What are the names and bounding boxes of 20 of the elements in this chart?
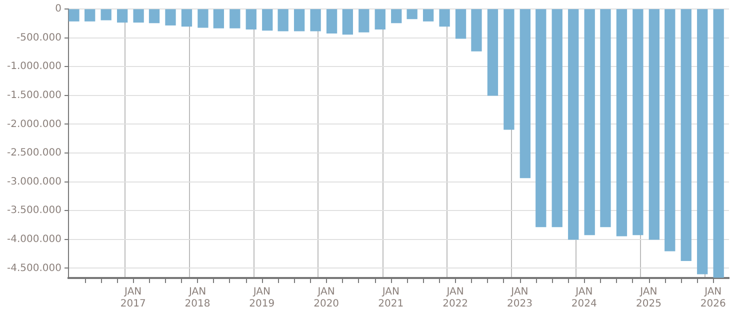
y-tick-label: -3.500.000	[6, 205, 62, 216]
y-tick-label: -4.500.000	[6, 262, 62, 274]
y-tick-label: -3.000.000	[6, 176, 62, 188]
y-tick-label: -4.000.000	[6, 234, 62, 245]
x-tick-label: JAN 2021	[378, 286, 404, 310]
y-tick-label: -500.000	[16, 32, 62, 44]
y-tick-label: -1.500.000	[6, 90, 62, 101]
x-tick-label: JAN 2019	[249, 286, 275, 310]
x-tick-label: JAN 2025	[636, 286, 662, 310]
y-tick-label: -2.000.000	[6, 118, 62, 130]
x-tick-label: JAN 2024	[571, 286, 597, 310]
x-tick-label: JAN 2022	[442, 286, 468, 310]
x-tick-label: JAN 2023	[506, 286, 532, 310]
x-tick-label: JAN 2020	[314, 286, 340, 310]
y-tick-label: 0	[55, 4, 62, 15]
x-tick-label: JAN 2026	[700, 286, 726, 310]
x-tick-label: JAN 2018	[184, 286, 210, 310]
x-tick-label: JAN 2017	[120, 286, 146, 310]
y-tick-label: -2.500.000	[6, 148, 62, 159]
y-tick-label: -1.000.000	[6, 61, 62, 72]
